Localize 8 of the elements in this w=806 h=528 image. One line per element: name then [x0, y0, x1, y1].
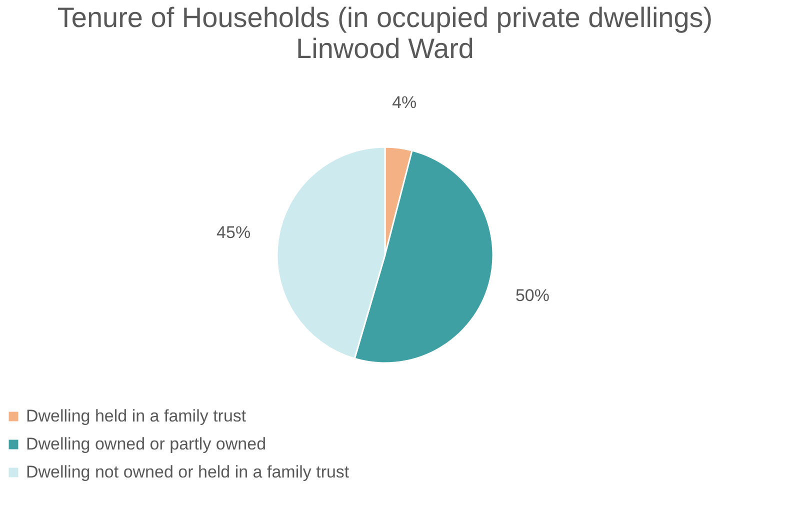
legend-label: Dwelling owned or partly owned — [26, 434, 266, 454]
chart-subtitle: Linwood Ward — [296, 33, 474, 64]
chart-title: Tenure of Households (in occupied private dwellings) — [57, 2, 713, 34]
data-label: 50% — [515, 286, 550, 305]
data-label: 45% — [216, 223, 251, 242]
data-label: 4% — [392, 93, 417, 112]
legend-label: Dwelling not owned or held in a family trust — [26, 462, 350, 482]
legend-label: Dwelling held in a family trust — [26, 406, 246, 426]
